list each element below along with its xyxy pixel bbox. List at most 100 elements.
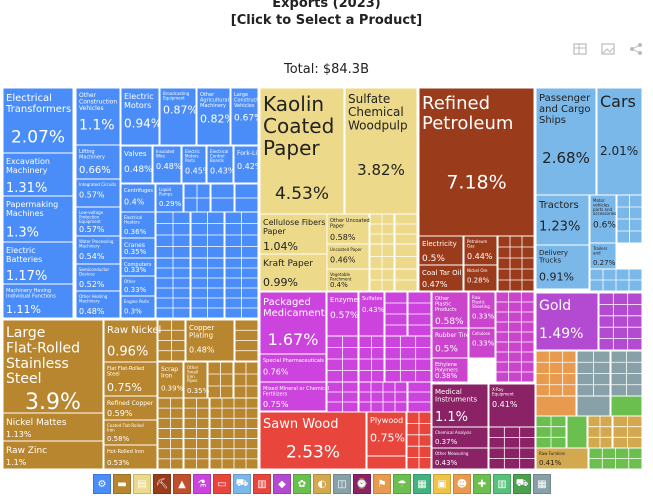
treemap-cell-copper-plating[interactable] [185,319,235,362]
category-stone-icon[interactable]: ◆ [273,474,291,494]
treemap-cell-sawn-wood[interactable] [259,411,367,470]
treemap-cell-hot-rolled-iron[interactable] [103,444,158,470]
treemap-cell-enzymes[interactable] [326,291,359,337]
category-animal-icon[interactable]: ◐ [313,474,331,494]
treemap-cell-flat-flat-rolled-steel[interactable] [103,361,158,397]
treemap-cell-other-heating-machinery[interactable] [75,290,121,319]
treemap-cell-sulfates[interactable] [358,291,385,337]
treemap-cell-uncoated-paper[interactable] [326,243,370,270]
category-unknown-icon[interactable]: ⛟ [513,474,531,494]
category-vegetables-icon[interactable]: ✿ [293,474,311,494]
category-paper-icon[interactable]: ▤ [133,474,151,494]
category-wood-icon[interactable]: ▥ [253,474,271,494]
treemap-cell-papermaking-machines[interactable] [2,195,74,243]
category-chemicals-icon[interactable]: ⚗ [193,474,211,494]
treemap-cell-engine-parts[interactable] [120,295,156,319]
category-services-icon[interactable]: ▥ [493,474,511,494]
treemap-cell-large-construction-vehicles[interactable] [230,87,259,146]
treemap-cell-ethylene-polymers[interactable] [431,357,469,383]
treemap-cell-other-agricultural-machinery[interactable] [196,87,231,146]
treemap-cell-minor[interactable] [497,235,535,292]
treemap-cell-cars[interactable] [596,87,643,196]
image-icon[interactable] [601,42,615,56]
treemap-cell-refined-petroleum[interactable] [418,87,535,237]
treemap-cell-raw-nickel[interactable] [103,319,158,363]
treemap-cell-large-flat-rolled-stainless-steel[interactable] [2,319,104,414]
treemap-cell-water-processing-machinery[interactable] [75,235,121,265]
treemap-cell-electricity[interactable] [418,235,464,266]
category-footwear-icon[interactable]: ▦ [413,474,431,494]
treemap-cell-other-measuring-instruments[interactable] [431,447,489,470]
treemap-cell-kaolin-coated-paper[interactable] [259,87,345,215]
category-machinery-icon[interactable]: ⚙ [93,474,111,494]
treemap-cell-semiconductor-devices[interactable] [75,263,121,292]
treemap-cell-minor[interactable] [610,395,643,417]
category-minerals-2-icon[interactable]: ▲ [173,474,191,494]
treemap-cell-minor[interactable] [535,395,577,417]
treemap-cell-tractors[interactable] [535,194,590,246]
treemap-cell-mixed-mineral-or-chemical-fertilizers[interactable] [259,381,327,412]
treemap-cell-cellulose-fibers-paper[interactable] [259,213,328,255]
treemap-cell-medical-instruments[interactable] [431,383,489,428]
treemap-cell-low-voltage-protection-equipment[interactable] [75,206,121,237]
treemap-cell-delivery-trucks[interactable] [535,244,590,290]
treemap-cell-other-small-iron-pipes[interactable] [183,361,208,399]
treemap-cell-coal-tar-oil[interactable] [418,264,464,292]
table-icon[interactable] [573,42,587,56]
category-plastics-icon[interactable]: ▭ [213,474,231,494]
treemap-cell-lifting-machinery[interactable] [75,144,121,180]
treemap-cell-special-pharmaceuticals[interactable] [259,353,327,383]
treemap-cell-kraft-paper[interactable] [259,253,328,292]
treemap-cell-refined-copper[interactable] [103,395,158,421]
category-other-icon[interactable]: ▦ [533,474,551,494]
treemap-cell-gold[interactable] [535,292,599,351]
treemap-cell-electric-batteries[interactable] [2,241,74,285]
treemap-cell-fork-lifts[interactable] [233,145,259,184]
category-mineral-icon[interactable]: ⛏ [153,474,171,494]
treemap-cell-x-ray-equipment[interactable] [488,383,536,428]
category-instruments-icon[interactable]: ⌚ [353,474,371,494]
share-icon[interactable] [629,42,643,56]
treemap-cell-scrap-iron[interactable] [157,361,184,399]
category-textiles-icon[interactable]: ☂ [393,474,411,494]
treemap-cell-centrifuges[interactable] [120,183,156,213]
treemap-cell-minor[interactable] [598,292,643,351]
treemap-cell-insulated-wire[interactable] [152,145,182,184]
treemap-cell-electric-motors[interactable] [120,87,160,146]
treemap-cell-other-plastic-products[interactable] [431,291,469,329]
treemap-cell-vegetable-parchment[interactable] [326,268,370,292]
treemap-cell-nickel-ore[interactable] [463,264,498,292]
treemap-cell-electric-motors-parts[interactable] [181,145,207,184]
treemap-cell-electrical-control-boards[interactable] [206,145,234,184]
treemap-cell-minor[interactable] [394,213,418,245]
category-misc-icon[interactable]: ◫ [333,474,351,494]
chart-subtitle[interactable]: [Click to Select a Product] [230,13,423,28]
treemap-cell-petroleum-gas[interactable] [463,235,498,266]
treemap-cell-raw-plastic-sheeting[interactable] [468,291,496,329]
treemap-cell-machinery-having-individual-functions[interactable] [2,283,74,319]
treemap-cell-liquid-pumps[interactable] [155,183,184,213]
category-animal-products-icon[interactable]: ✚ [473,474,491,494]
treemap-cell-passenger-and-cargo-ships[interactable] [535,87,597,196]
treemap-cell-valves[interactable] [120,145,153,184]
treemap-cell-minor[interactable] [407,381,432,413]
treemap-cell-broadcasting-equipment[interactable] [159,87,197,146]
treemap-cell-other-construction-vehicles[interactable] [75,87,121,146]
treemap-cell-excavation-machinery[interactable] [2,152,74,197]
treemap-cell-cellulose[interactable] [468,327,496,359]
category-vehicles-icon[interactable]: ⛟ [233,474,251,494]
treemap-cell-minor[interactable] [566,415,588,449]
treemap-cell-minor[interactable] [576,395,611,417]
treemap-cell-sulfate-chemical-woodpulp[interactable] [344,87,418,215]
treemap-cell-raw-zinc[interactable] [2,440,104,470]
category-weapons-icon[interactable]: ▣ [433,474,451,494]
category-foods-icon[interactable]: ⚑ [373,474,391,494]
treemap-cell-raw-furskins[interactable] [535,447,589,470]
treemap-cell-minor[interactable] [366,455,407,470]
treemap-cell-minor[interactable] [495,291,535,383]
category-arts-icon[interactable]: ☻ [453,474,471,494]
treemap-cell-motor-vehicles-parts-and-accessories[interactable] [589,194,617,244]
category-metals-icon[interactable]: ▬ [113,474,131,494]
treemap-cell-plywood[interactable] [366,411,407,457]
treemap-cell-integrated-circuits[interactable] [75,178,121,208]
